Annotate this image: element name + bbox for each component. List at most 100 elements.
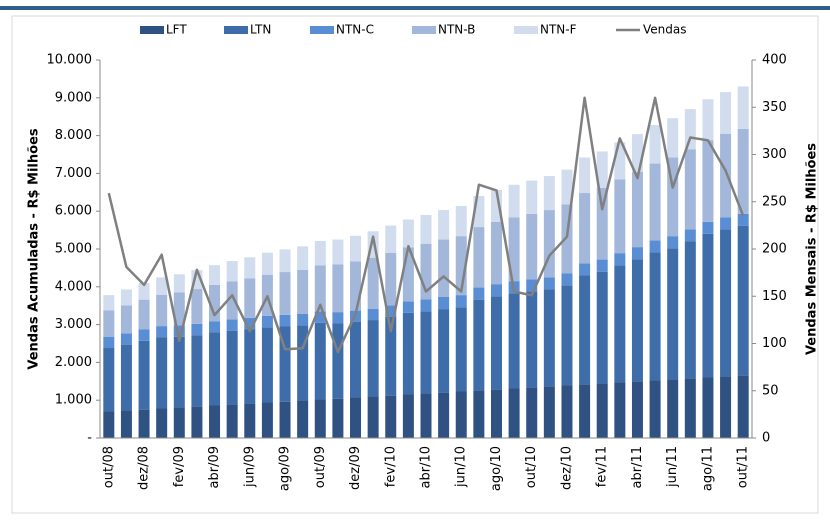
bar-segment — [367, 257, 379, 309]
bar-segment — [314, 265, 326, 312]
bar-segment — [579, 157, 591, 194]
bar-segment — [191, 270, 203, 290]
bar-segment — [455, 307, 467, 392]
legend-swatch — [412, 26, 436, 34]
y2-tick-label: 100 — [762, 336, 787, 351]
bar-segment — [350, 397, 362, 438]
bar-segment — [508, 217, 520, 282]
bar-segment — [667, 157, 679, 237]
bar-segment — [579, 384, 591, 438]
x-tick-label: out/08 — [101, 446, 116, 488]
y2-tick-label: 200 — [762, 242, 787, 257]
y-tick-label: 6.000 — [55, 204, 92, 219]
bar-segment — [649, 252, 661, 381]
bar-segment — [173, 292, 185, 326]
bar-segment — [156, 408, 168, 438]
bar-segment — [473, 287, 485, 300]
y2-tick-label: 50 — [762, 383, 779, 398]
bar-segment — [702, 377, 714, 438]
bar-segment — [720, 229, 732, 377]
bar-segment — [402, 219, 414, 248]
bar-segment — [438, 392, 450, 438]
bar-segment — [631, 171, 643, 248]
bar-segment — [614, 253, 626, 266]
bar-segment — [596, 259, 608, 272]
y-tick-label: 3.000 — [55, 317, 92, 332]
bar-segment — [173, 407, 185, 438]
bar-segment — [385, 305, 397, 317]
bar-segment — [261, 402, 273, 438]
bar-segment — [191, 406, 203, 438]
bar-segment — [543, 210, 555, 278]
legend-label: Vendas — [643, 23, 687, 37]
bar-segment — [614, 382, 626, 438]
bar-segment — [385, 395, 397, 438]
y-tick-label: 9.000 — [55, 90, 92, 105]
y2-tick-label: 300 — [762, 147, 787, 162]
bar-segment — [279, 249, 291, 273]
bar-segment — [490, 284, 502, 297]
bar-segment — [526, 291, 538, 388]
bar-segment — [226, 404, 238, 438]
y-tick-label: 2.000 — [55, 355, 92, 370]
y2-tick-label: 150 — [762, 289, 787, 304]
x-tick-label: ago/11 — [700, 446, 715, 491]
bar-segment — [173, 274, 185, 293]
bar-segment — [614, 179, 626, 254]
x-tick-label: jun/10 — [454, 446, 469, 488]
x-tick-label: out/11 — [736, 446, 751, 488]
bar-segment — [702, 221, 714, 234]
bar-segment — [226, 261, 238, 282]
bar-segment — [543, 289, 555, 387]
bar-segment — [279, 272, 291, 315]
bar-segment — [138, 283, 150, 300]
x-tick-label: out/09 — [313, 446, 328, 488]
bar-segment — [684, 378, 696, 438]
bar-segment — [402, 312, 414, 395]
bar-segment — [596, 271, 608, 384]
bar-segment — [614, 265, 626, 383]
bar-segment — [561, 169, 573, 205]
bar-segment — [490, 190, 502, 222]
bar-segment — [103, 336, 115, 349]
bar-segment — [120, 305, 132, 334]
x-tick-label: dez/10 — [559, 446, 574, 490]
bar-segment — [631, 381, 643, 438]
bar-segment — [473, 196, 485, 228]
bar-segment — [508, 184, 520, 218]
bar-segment — [702, 140, 714, 222]
bar-segment — [649, 125, 661, 164]
bar-segment — [720, 92, 732, 134]
legend-label: NTN-C — [336, 23, 374, 37]
bar-segment — [279, 401, 291, 438]
bar-segment — [684, 241, 696, 379]
bar-segment — [473, 299, 485, 391]
bar-segment — [156, 326, 168, 338]
bar-segment — [737, 225, 749, 376]
bar-segment — [420, 214, 432, 244]
bar-segment — [649, 380, 661, 438]
bar-segment — [297, 269, 309, 315]
y2-tick-label: 0 — [762, 431, 770, 446]
bar-segment — [332, 239, 344, 265]
bar-segment — [720, 133, 732, 218]
bar-segment — [438, 309, 450, 393]
y-axis-title: Vendas Acumuladas - R$ Milhões — [27, 128, 42, 370]
bar-segment — [526, 180, 538, 214]
legend-swatch — [514, 26, 538, 34]
bar-segment — [244, 329, 256, 404]
x-tick-label: abr/10 — [419, 446, 434, 489]
bar-segment — [508, 388, 520, 438]
bar-segment — [332, 264, 344, 313]
bar-segment — [120, 333, 132, 345]
bar-segment — [596, 151, 608, 188]
bar-segment — [244, 317, 256, 330]
bar-segment — [720, 217, 732, 230]
bar-segment — [332, 323, 344, 399]
bar-segment — [614, 142, 626, 180]
bar-segment — [455, 391, 467, 438]
bar-segment — [737, 86, 749, 129]
bar-segment — [526, 279, 538, 292]
bar-segment — [297, 246, 309, 270]
bar-segment — [631, 259, 643, 382]
